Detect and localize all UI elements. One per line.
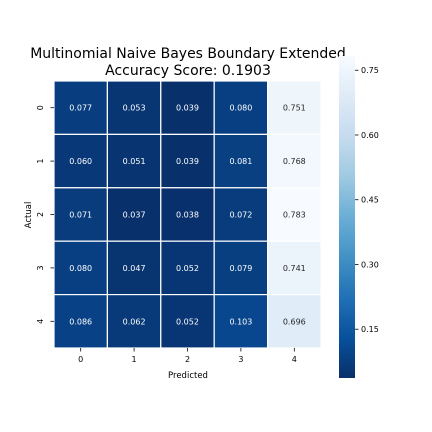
y-tick-label: 3 xyxy=(36,265,45,270)
y-tick-label: 4 xyxy=(36,319,45,324)
x-tick-label: 2 xyxy=(185,355,190,364)
heatmap-cell xyxy=(53,80,109,136)
cell-value-label: 0.783 xyxy=(283,211,306,220)
cell-value-label: 0.080 xyxy=(69,264,92,273)
heatmap-cell xyxy=(160,133,215,189)
colorbar-tick-label: 0.30 xyxy=(361,260,379,269)
x-axis-ticks: 0 1 2 3 4 xyxy=(78,348,297,364)
y-tick-label: 1 xyxy=(36,159,45,164)
chart-title-line2: Accuracy Score: 0.1903 xyxy=(105,63,271,79)
chart-title-line1: Multinomial Naive Bayes Boundary Extende… xyxy=(30,46,346,62)
heatmap-cell xyxy=(106,240,162,296)
x-tick-label: 3 xyxy=(238,355,243,364)
cell-value-label: 0.741 xyxy=(283,264,306,273)
cell-value-label: 0.051 xyxy=(123,157,146,166)
colorbar-tick-label: 0.60 xyxy=(361,131,379,140)
y-tick-label: 0 xyxy=(36,105,45,110)
cell-value-label: 0.751 xyxy=(283,104,306,113)
heatmap-cell xyxy=(160,294,215,349)
heatmap-cell xyxy=(106,80,162,136)
colorbar-tick-label: 0.75 xyxy=(361,66,379,75)
cell-value-label: 0.062 xyxy=(123,317,146,326)
colorbar xyxy=(339,56,355,378)
cell-value-label: 0.080 xyxy=(229,104,252,113)
cell-value-label: 0.060 xyxy=(69,157,92,166)
colorbar-tick-label: 0.45 xyxy=(361,196,379,205)
cell-value-label: 0.077 xyxy=(69,104,92,113)
x-tick-label: 1 xyxy=(132,355,137,364)
heatmap-cell xyxy=(106,187,162,242)
cell-value-label: 0.047 xyxy=(123,264,146,273)
x-axis-label: Predicted xyxy=(168,371,208,381)
heatmap-cell xyxy=(106,294,162,349)
cell-value-label: 0.696 xyxy=(283,317,306,326)
y-tick-label: 2 xyxy=(36,212,45,217)
cell-value-label: 0.052 xyxy=(176,317,199,326)
cell-value-label: 0.037 xyxy=(123,211,146,220)
heatmap-cell xyxy=(267,133,322,189)
colorbar-ticks: 0.15 0.30 0.45 0.60 0.75 xyxy=(355,66,379,334)
heatmap-cell xyxy=(53,294,109,349)
cell-value-label: 0.052 xyxy=(176,264,199,273)
cell-value-label: 0.086 xyxy=(69,317,92,326)
y-axis-ticks: 0 1 2 3 4 xyxy=(36,105,54,324)
heatmap-cell xyxy=(213,187,269,242)
cell-value-label: 0.038 xyxy=(176,211,199,220)
x-tick-label: 4 xyxy=(292,355,297,364)
heatmap-cell xyxy=(267,240,322,296)
cell-value-label: 0.039 xyxy=(176,104,199,113)
cell-value-label: 0.071 xyxy=(69,211,92,220)
y-axis-label: Actual xyxy=(24,202,34,229)
heatmap-cell xyxy=(160,240,215,296)
cell-value-label: 0.072 xyxy=(229,211,252,220)
cell-value-label: 0.768 xyxy=(283,157,306,166)
colorbar-tick-label: 0.15 xyxy=(361,325,379,334)
x-tick-label: 0 xyxy=(78,355,83,364)
heatmap-cell xyxy=(213,240,269,296)
cell-value-label: 0.079 xyxy=(229,264,252,273)
cell-value-label: 0.039 xyxy=(176,157,199,166)
heatmap-cells: 0.077 0.053 0.039 0.080 0.751 0.060 0.051 0.039… xyxy=(53,80,322,349)
cell-value-label: 0.103 xyxy=(229,317,252,326)
cell-value-label: 0.053 xyxy=(123,104,146,113)
cell-value-label: 0.081 xyxy=(229,157,252,166)
